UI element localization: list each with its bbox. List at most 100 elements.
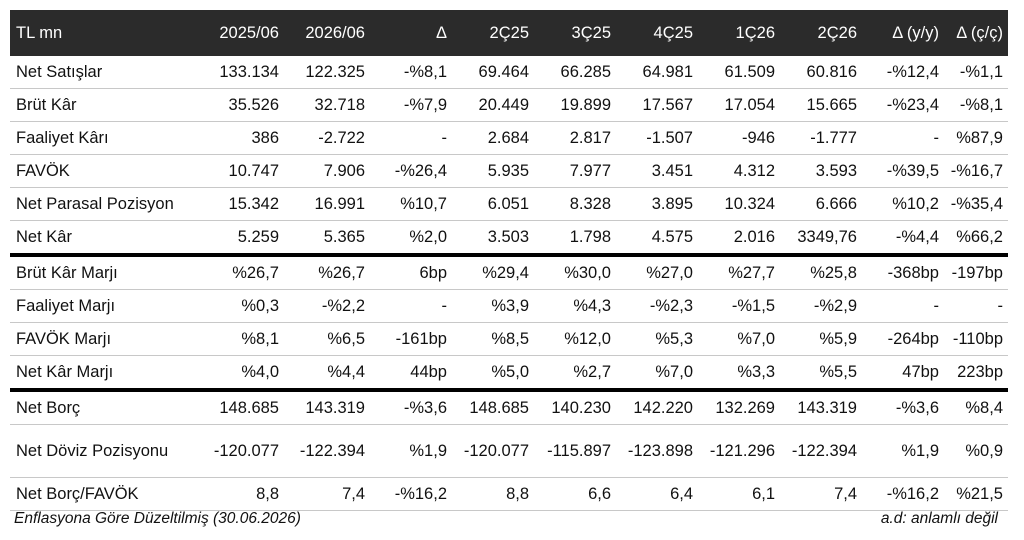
table-cell: -%7,9 xyxy=(370,88,452,122)
table-cell: 3349,76 xyxy=(780,220,862,257)
row-label: Net Kâr xyxy=(10,220,196,257)
table-cell: 32.718 xyxy=(284,88,370,122)
table-row: Brüt Kâr Marjı %26,7 %26,7 6bp %29,4 %30,0 %27… xyxy=(10,255,1008,290)
table-cell: 5.365 xyxy=(284,220,370,257)
table-cell: 2.684 xyxy=(452,121,534,155)
table-cell: 2.016 xyxy=(698,220,780,257)
table-cell: -115.897 xyxy=(534,424,616,478)
table-cell: %5,0 xyxy=(452,355,534,392)
table-cell: 8,8 xyxy=(452,477,534,511)
table-cell: 3.593 xyxy=(780,154,862,188)
table-cell: -%12,4 xyxy=(862,56,944,89)
table-cell: - xyxy=(944,289,1008,323)
table-cell: %1,9 xyxy=(370,424,452,478)
header-cell: 2025/06 xyxy=(196,10,284,56)
header-cell: Δ (y/y) xyxy=(862,10,944,56)
table-cell: %27,7 xyxy=(698,255,780,290)
table-cell: 4.575 xyxy=(616,220,698,257)
header-cell: Δ xyxy=(370,10,452,56)
table-cell: 7,4 xyxy=(284,477,370,511)
table-cell: 143.319 xyxy=(284,390,370,425)
row-label: Net Kâr Marjı xyxy=(10,355,196,392)
table-cell: 3.503 xyxy=(452,220,534,257)
table-cell: 10.747 xyxy=(196,154,284,188)
table-cell: %8,1 xyxy=(196,322,284,356)
table-cell: -%23,4 xyxy=(862,88,944,122)
table-cell: - xyxy=(370,121,452,155)
row-label: Brüt Kâr xyxy=(10,88,196,122)
header-cell: TL mn xyxy=(10,10,196,56)
header-cell: 2Ç26 xyxy=(780,10,862,56)
table-cell: %66,2 xyxy=(944,220,1008,257)
table-cell: 35.526 xyxy=(196,88,284,122)
table-cell: -%1,5 xyxy=(698,289,780,323)
table-cell: -2.722 xyxy=(284,121,370,155)
table-cell: 122.325 xyxy=(284,56,370,89)
table-cell: -123.898 xyxy=(616,424,698,478)
table-cell: -%2,3 xyxy=(616,289,698,323)
table-cell: %4,3 xyxy=(534,289,616,323)
table-cell: 132.269 xyxy=(698,390,780,425)
table-row: Faaliyet Marjı %0,3 -%2,2- %3,9 %4,3 -%2,3 -%1… xyxy=(10,289,1008,323)
footer: Enflasyona Göre Düzeltilmiş (30.06.2026)… xyxy=(14,510,998,528)
table-cell: 66.285 xyxy=(534,56,616,89)
table-cell: -%4,4 xyxy=(862,220,944,257)
header-cell: Δ (ç/ç) xyxy=(944,10,1008,56)
table-cell: 7.977 xyxy=(534,154,616,188)
table-cell: -264bp xyxy=(862,322,944,356)
row-label: Faaliyet Marjı xyxy=(10,289,196,323)
table-cell: 6bp xyxy=(370,255,452,290)
table-cell: 386 xyxy=(196,121,284,155)
table-cell: 6,6 xyxy=(534,477,616,511)
row-label: Net Borç/FAVÖK xyxy=(10,477,196,511)
table-row: Net Parasal Pozisyon 15.342 16.991 %10,7 6.0… xyxy=(10,187,1008,221)
table-cell: -946 xyxy=(698,121,780,155)
table-cell: 8.328 xyxy=(534,187,616,221)
table-cell: 20.449 xyxy=(452,88,534,122)
table-cell: %8,4 xyxy=(944,390,1008,425)
table-cell: %87,9 xyxy=(944,121,1008,155)
table-cell: 6.666 xyxy=(780,187,862,221)
table-cell: %5,5 xyxy=(780,355,862,392)
table-cell: %2,0 xyxy=(370,220,452,257)
table-cell: %4,0 xyxy=(196,355,284,392)
table-cell: 3.895 xyxy=(616,187,698,221)
table-cell: -161bp xyxy=(370,322,452,356)
table-cell: %21,5 xyxy=(944,477,1008,511)
table-cell: -%2,9 xyxy=(780,289,862,323)
header-cell: 4Ç25 xyxy=(616,10,698,56)
table-cell: 6,4 xyxy=(616,477,698,511)
table-cell: 148.685 xyxy=(196,390,284,425)
table-cell: -%2,2 xyxy=(284,289,370,323)
table-cell: -1.507 xyxy=(616,121,698,155)
table-cell: %29,4 xyxy=(452,255,534,290)
table-cell: 64.981 xyxy=(616,56,698,89)
table-cell: %3,9 xyxy=(452,289,534,323)
table-cell: 10.324 xyxy=(698,187,780,221)
table-cell: 7,4 xyxy=(780,477,862,511)
table-cell: -%8,1 xyxy=(944,88,1008,122)
table-cell: 17.567 xyxy=(616,88,698,122)
table-cell: -120.077 xyxy=(196,424,284,478)
table-row: Faaliyet Kârı 386 -2.722-2.684 2.817 -1.507-… xyxy=(10,121,1008,155)
table-cell: 133.134 xyxy=(196,56,284,89)
table-cell: -122.394 xyxy=(780,424,862,478)
table-cell: 5.935 xyxy=(452,154,534,188)
table-cell: %2,7 xyxy=(534,355,616,392)
table-cell: %5,3 xyxy=(616,322,698,356)
table-cell: 3.451 xyxy=(616,154,698,188)
table-row: Brüt Kâr 35.526 32.718 -%7,9 20.449 19.899 17.… xyxy=(10,88,1008,122)
table-cell: -%3,6 xyxy=(862,390,944,425)
table-cell: -1.777 xyxy=(780,121,862,155)
table-cell: %10,2 xyxy=(862,187,944,221)
row-label: FAVÖK xyxy=(10,154,196,188)
header-cell: 2Ç25 xyxy=(452,10,534,56)
row-label: Brüt Kâr Marjı xyxy=(10,255,196,290)
table-cell: 17.054 xyxy=(698,88,780,122)
header-cell: 3Ç25 xyxy=(534,10,616,56)
table-cell: -197bp xyxy=(944,255,1008,290)
table-row: FAVÖK 10.747 7.906 -%26,4 5.935 7.977 3.451 4.3… xyxy=(10,154,1008,188)
row-label: Net Döviz Pozisyonu xyxy=(10,424,196,478)
table-cell: 5.259 xyxy=(196,220,284,257)
header-cell: 1Ç26 xyxy=(698,10,780,56)
